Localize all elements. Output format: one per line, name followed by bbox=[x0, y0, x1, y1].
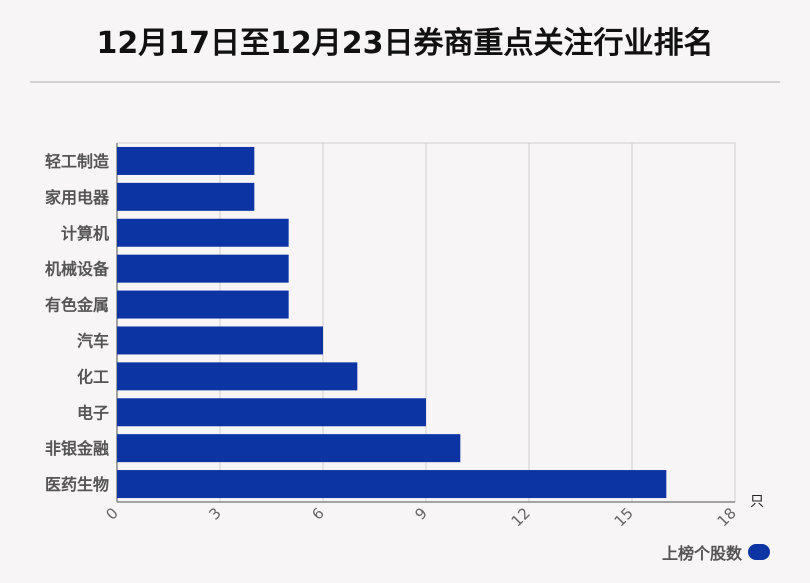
category-label: 化工 bbox=[77, 367, 109, 386]
category-label: 机械设备 bbox=[45, 260, 110, 279]
category-label: 电子 bbox=[77, 403, 109, 422]
x-tick-label: 18 bbox=[714, 504, 740, 530]
bar bbox=[117, 362, 358, 391]
bar bbox=[117, 254, 289, 283]
category-label: 汽车 bbox=[77, 331, 109, 350]
legend[interactable]: 上榜个股数 bbox=[662, 540, 770, 564]
x-tick-label: 3 bbox=[205, 504, 224, 523]
bar bbox=[117, 398, 426, 427]
x-tick-label: 6 bbox=[308, 504, 327, 523]
x-tick-label: 9 bbox=[411, 504, 430, 523]
bar bbox=[117, 218, 289, 247]
category-label: 计算机 bbox=[61, 224, 109, 243]
bar bbox=[117, 470, 667, 499]
bar bbox=[117, 146, 255, 175]
title-divider bbox=[30, 81, 780, 83]
x-axis-unit: 只 bbox=[750, 494, 764, 510]
category-label: 非银金融 bbox=[45, 439, 109, 458]
category-label: 家用电器 bbox=[45, 188, 110, 207]
bar bbox=[117, 290, 289, 319]
category-label: 轻工制造 bbox=[45, 152, 110, 171]
bar bbox=[117, 182, 255, 211]
legend-swatch bbox=[748, 544, 770, 560]
category-label: 医药生物 bbox=[45, 475, 109, 494]
page-title: 12月17日至12月23日券商重点关注行业排名 bbox=[96, 26, 714, 61]
legend-label: 上榜个股数 bbox=[661, 544, 742, 563]
category-label: 有色金属 bbox=[45, 296, 109, 315]
bar bbox=[117, 326, 323, 355]
x-tick-label: 0 bbox=[102, 504, 121, 523]
x-tick-label: 12 bbox=[508, 504, 534, 530]
bar bbox=[117, 434, 461, 463]
x-tick-label: 15 bbox=[611, 504, 637, 530]
